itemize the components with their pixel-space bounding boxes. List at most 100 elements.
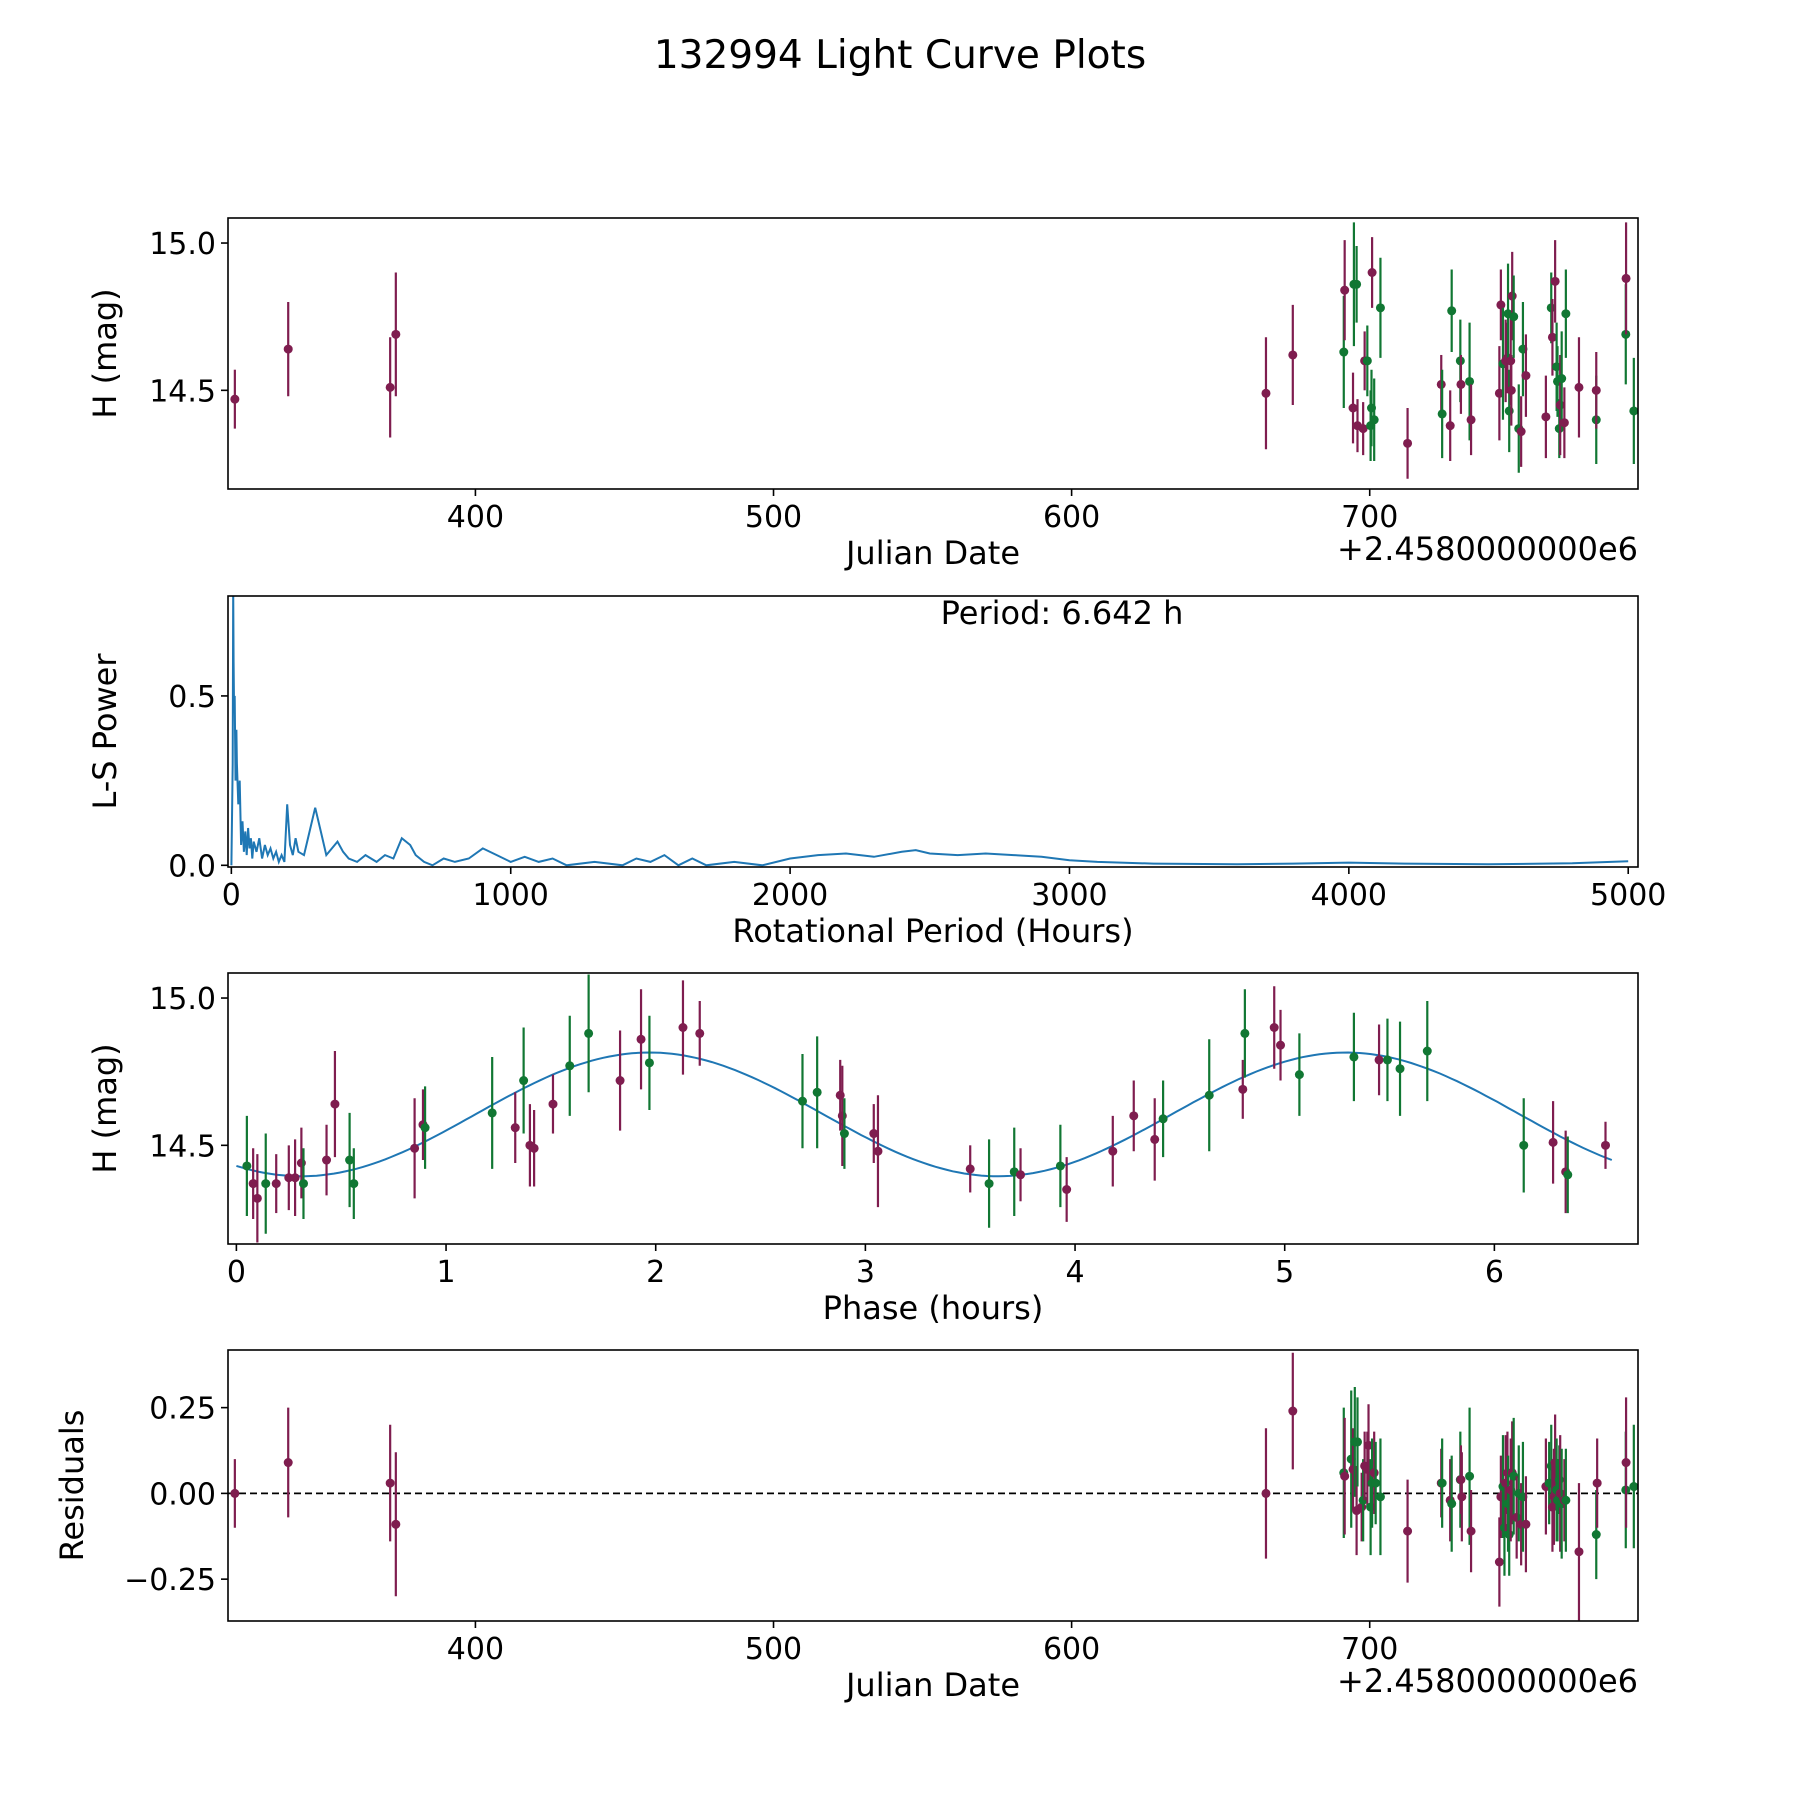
data-point-green xyxy=(984,1179,994,1189)
x-offset-label: +2.4580000000e6 xyxy=(1337,1662,1638,1700)
data-point-red xyxy=(1150,1134,1160,1144)
x-tick-label: 0 xyxy=(227,1255,246,1290)
data-point-red xyxy=(1516,427,1526,437)
y-tick-label: 14.5 xyxy=(149,374,216,409)
data-point-red xyxy=(965,1164,975,1174)
y-tick-label: 0.5 xyxy=(168,680,216,715)
data-point-red xyxy=(1496,300,1506,310)
data-point-red xyxy=(283,344,293,354)
data-point-green xyxy=(812,1087,822,1097)
x-tick-label: 700 xyxy=(1341,500,1398,535)
data-point-red xyxy=(1238,1084,1248,1094)
data-point-red xyxy=(1358,424,1368,434)
data-point-green xyxy=(1362,356,1372,366)
data-point-green xyxy=(1395,1064,1405,1074)
y-axis-label: Residuals xyxy=(53,1410,91,1562)
x-tick-label: 400 xyxy=(447,1632,504,1667)
data-point-red xyxy=(1288,350,1298,360)
data-point-red xyxy=(410,1143,420,1153)
data-point-red xyxy=(869,1129,879,1139)
x-tick-label: 1 xyxy=(437,1255,456,1290)
data-point-red xyxy=(248,1179,258,1189)
data-point-red xyxy=(1548,1137,1558,1147)
periodogram-panel: 0 1000 2000 3000 4000 5000 0.0 0.5 Rotational Pe… xyxy=(86,594,1666,950)
data-point-red xyxy=(1261,1488,1271,1498)
data-point-red xyxy=(1016,1170,1026,1180)
data-point-red xyxy=(290,1173,300,1183)
data-point-red xyxy=(391,1519,401,1529)
data-point-green xyxy=(1629,1482,1638,1492)
data-point-green xyxy=(298,1179,308,1189)
data-point-green xyxy=(242,1161,252,1171)
data-point-green xyxy=(1294,1070,1304,1080)
data-point-green xyxy=(420,1123,430,1133)
data-point-red xyxy=(284,1173,294,1183)
x-axis-label: Rotational Period (Hours) xyxy=(732,912,1133,950)
data-point-red xyxy=(1369,1468,1379,1478)
data-point-red xyxy=(529,1143,539,1153)
data-point-green xyxy=(1352,1437,1362,1447)
data-point-red xyxy=(1559,418,1569,428)
data-point-green xyxy=(1369,415,1379,425)
y-axis-label: H (mag) xyxy=(86,1043,124,1173)
x-tick-label: 500 xyxy=(745,500,802,535)
y-tick-label: 0.25 xyxy=(149,1392,216,1427)
x-tick-label: 1000 xyxy=(473,878,549,913)
data-point-red xyxy=(1340,285,1350,295)
data-point-red xyxy=(1541,412,1551,422)
x-tick-label: 600 xyxy=(1043,500,1100,535)
data-point-green xyxy=(345,1155,355,1165)
data-point-red xyxy=(1457,1492,1467,1502)
data-point-red xyxy=(1506,385,1516,395)
data-point-green xyxy=(1561,309,1571,319)
model-fit-curve xyxy=(236,1051,1613,1178)
data-point-red xyxy=(391,329,401,339)
data-point-red xyxy=(1288,1406,1298,1416)
data-point-green xyxy=(1204,1090,1214,1100)
data-points xyxy=(230,1352,1638,1621)
data-point-red xyxy=(1340,1471,1350,1481)
data-point-red xyxy=(252,1193,262,1203)
data-point-green xyxy=(1382,1055,1392,1065)
data-point-red xyxy=(385,1478,395,1488)
x-tick-label: 0 xyxy=(222,878,241,913)
period-annotation: Period: 6.642 h xyxy=(941,594,1184,632)
data-point-red xyxy=(1521,371,1531,381)
data-point-red xyxy=(1364,1440,1374,1450)
data-point-red xyxy=(1367,267,1377,277)
data-point-green xyxy=(1519,1140,1529,1150)
data-point-green xyxy=(1240,1028,1250,1038)
data-point-red xyxy=(1592,1478,1602,1488)
x-tick-label: 3000 xyxy=(1031,878,1107,913)
data-point-red xyxy=(548,1099,558,1109)
data-point-red xyxy=(230,394,240,404)
x-tick-label: 500 xyxy=(745,1632,802,1667)
x-tick-label: 4000 xyxy=(1311,878,1387,913)
data-point-red xyxy=(1261,388,1271,398)
data-points xyxy=(242,974,1611,1243)
data-point-green xyxy=(1509,312,1519,322)
x-tick-label: 600 xyxy=(1043,1632,1100,1667)
data-point-red xyxy=(873,1146,883,1156)
data-point-red xyxy=(1276,1040,1286,1050)
data-point-red xyxy=(1108,1146,1118,1156)
x-tick-label: 400 xyxy=(447,500,504,535)
x-axis-label: Julian Date xyxy=(844,1666,1020,1704)
data-point-green xyxy=(1561,1495,1571,1505)
data-point-red xyxy=(1494,1557,1504,1567)
x-tick-label: 6 xyxy=(1485,1255,1504,1290)
data-point-red xyxy=(1466,415,1476,425)
data-point-green xyxy=(1629,406,1638,416)
y-tick-label: 15.0 xyxy=(149,982,216,1017)
data-point-red xyxy=(385,382,395,392)
x-tick-label: 3 xyxy=(856,1255,875,1290)
data-point-green xyxy=(487,1108,497,1118)
data-point-green xyxy=(1371,1478,1381,1488)
data-point-red xyxy=(330,1099,340,1109)
x-tick-label: 2000 xyxy=(752,878,828,913)
data-point-red xyxy=(1374,1055,1384,1065)
data-point-red xyxy=(1494,388,1504,398)
axes-frame xyxy=(227,1349,1639,1622)
data-point-red xyxy=(283,1458,293,1468)
